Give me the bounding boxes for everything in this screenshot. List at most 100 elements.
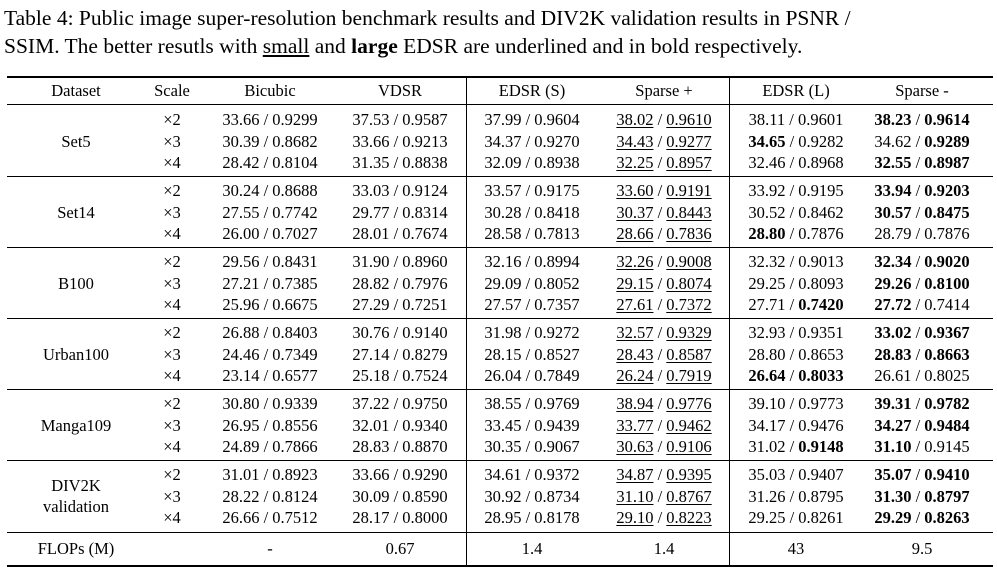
dataset-name: Urban100 xyxy=(43,344,109,364)
sparse-plus-cell-ssim: 0.7836 xyxy=(666,224,712,243)
sparse-minus-cell: 33.94 / 0.9203 xyxy=(852,180,992,202)
vdsr-cell: 28.17 / 0.8000 xyxy=(352,508,448,527)
psnr-ssim-separator: / xyxy=(653,224,667,243)
vdsr-cell: 33.03 / 0.9124 xyxy=(352,181,448,200)
psnr-ssim-separator: / xyxy=(785,181,799,200)
edsr-large-cell-ssim: 0.8795 xyxy=(798,486,844,506)
scale-cell: ×4 xyxy=(163,295,181,314)
sparse-minus-cell: 28.83 / 0.8663 xyxy=(852,344,992,366)
scale-cell: ×2 xyxy=(163,110,181,129)
sparse-minus-cell-ssim: 0.9484 xyxy=(924,415,970,435)
sparse-plus-cell-psnr: 28.43 xyxy=(616,344,654,364)
scale-cell: ×2 xyxy=(163,394,181,413)
dataset-name: Manga109 xyxy=(40,415,112,435)
edsr-large-cell-ssim: 0.8653 xyxy=(798,344,844,364)
bicubic-cell: 28.42 / 0.8104 xyxy=(222,153,318,172)
sparse-minus-cell: 38.23 / 0.9614 xyxy=(852,109,992,131)
sparse-plus-cell-ssim: 0.8223 xyxy=(666,508,712,527)
edsr-large-cell-ssim: 0.9601 xyxy=(797,110,844,129)
edsr-large-cell: 32.46 / 0.8968 xyxy=(726,152,866,174)
scale-cell: ×2 xyxy=(163,252,181,271)
column-header: Sparse + xyxy=(635,81,693,100)
edsr-large-cell-psnr: 28.80 xyxy=(748,344,786,364)
sparse-plus-cell: 33.60 / 0.9191 xyxy=(594,180,734,202)
sparse-plus-cell: 34.43 / 0.9277 xyxy=(594,131,734,153)
edsr-large-cell-psnr: 28.80 xyxy=(748,224,786,243)
sparse-plus-cell-ssim: 0.8767 xyxy=(666,486,712,506)
scale-cell: ×4 xyxy=(163,437,181,456)
vdsr-cell: 31.90 / 0.8960 xyxy=(352,252,448,271)
psnr-ssim-separator: / xyxy=(653,366,667,385)
edsr-large-cell: 32.93 / 0.9351 xyxy=(726,322,866,344)
psnr-ssim-separator: / xyxy=(785,131,799,151)
edsr-large-cell: 34.65 / 0.9282 xyxy=(726,131,866,153)
sparse-plus-cell-ssim: 0.7919 xyxy=(666,366,712,385)
edsr-large-cell-psnr: 38.11 xyxy=(748,110,786,129)
sparse-plus-cell: 33.77 / 0.9462 xyxy=(594,415,734,437)
edsr-large-cell-ssim: 0.9013 xyxy=(798,252,844,271)
edsr-small-cell: 33.45 / 0.9439 xyxy=(484,415,580,435)
scale-cell: ×3 xyxy=(163,131,181,151)
vdsr-cell: 28.83 / 0.8870 xyxy=(352,437,448,456)
sparse-plus-cell-ssim: 0.9191 xyxy=(666,181,712,200)
bicubic-cell: 26.88 / 0.8403 xyxy=(222,323,318,342)
sparse-plus-cell-psnr: 38.94 xyxy=(616,394,654,413)
sparse-minus-cell-ssim: 0.9614 xyxy=(924,110,970,129)
sparse-minus-cell-ssim: 0.9367 xyxy=(924,323,970,342)
psnr-ssim-separator: / xyxy=(911,224,925,243)
edsr-large-cell: 29.25 / 0.8093 xyxy=(726,273,866,295)
psnr-ssim-separator: / xyxy=(785,465,799,484)
bicubic-cell: 24.89 / 0.7866 xyxy=(222,437,318,456)
dataset-name-line-2: validation xyxy=(43,497,109,517)
vdsr-cell: 33.66 / 0.9213 xyxy=(352,131,448,151)
edsr-large-cell: 34.17 / 0.9476 xyxy=(726,415,866,437)
edsr-large-cell-psnr: 34.65 xyxy=(748,131,786,151)
group-rule xyxy=(7,176,993,177)
edsr-large-cell-psnr: 27.71 xyxy=(748,295,786,314)
group-rule xyxy=(7,389,993,390)
sparse-minus-cell: 32.55 / 0.8987 xyxy=(852,152,992,174)
sparse-minus-cell-ssim: 0.8100 xyxy=(924,273,970,293)
bicubic-cell: 26.95 / 0.8556 xyxy=(222,415,318,435)
edsr-small-cell: 29.09 / 0.8052 xyxy=(484,273,580,293)
edsr-large-cell-psnr: 29.25 xyxy=(748,508,786,527)
sparse-plus-cell-psnr: 32.57 xyxy=(616,323,654,342)
vdsr-cell: 25.18 / 0.7524 xyxy=(352,366,448,385)
sparse-plus-cell-ssim: 0.8074 xyxy=(666,273,712,293)
vdsr-cell: 30.76 / 0.9140 xyxy=(352,323,448,342)
sparse-minus-cell-ssim: 0.9020 xyxy=(924,252,970,271)
edsr-large-cell-psnr: 31.02 xyxy=(748,437,786,456)
edsr-small-cell: 33.57 / 0.9175 xyxy=(484,181,580,200)
column-header: EDSR (S) xyxy=(498,81,566,100)
sparse-minus-cell-psnr: 31.10 xyxy=(874,437,912,456)
vdsr-cell: 30.09 / 0.8590 xyxy=(352,486,448,506)
edsr-large-cell-ssim: 0.8968 xyxy=(798,153,844,172)
psnr-ssim-separator: / xyxy=(653,437,667,456)
flops-bicubic: - xyxy=(267,539,273,558)
scale-cell: ×2 xyxy=(163,465,181,484)
edsr-large-cell-ssim: 0.9407 xyxy=(798,465,844,484)
flops-sparse-plus: 1.4 xyxy=(653,539,675,558)
flops-edsr-small: 1.4 xyxy=(521,539,543,558)
bicubic-cell: 23.14 / 0.6577 xyxy=(222,366,318,385)
sparse-plus-cell-psnr: 29.15 xyxy=(616,273,654,293)
edsr-large-cell: 30.52 / 0.8462 xyxy=(726,202,866,224)
sparse-plus-cell: 38.02 / 0.9610 xyxy=(594,109,734,131)
edsr-large-cell-psnr: 31.26 xyxy=(748,486,786,506)
psnr-ssim-separator: / xyxy=(911,153,925,172)
sparse-minus-cell: 29.26 / 0.8100 xyxy=(852,273,992,295)
sparse-minus-cell-ssim: 0.8025 xyxy=(924,366,970,385)
sparse-plus-cell-ssim: 0.9462 xyxy=(666,415,712,435)
sparse-minus-cell-psnr: 28.83 xyxy=(874,344,912,364)
vdsr-cell: 27.29 / 0.7251 xyxy=(352,295,448,314)
sparse-minus-cell-psnr: 34.62 xyxy=(874,131,912,151)
edsr-large-cell-ssim: 0.8033 xyxy=(798,366,844,385)
psnr-ssim-separator: / xyxy=(911,437,925,456)
sparse-plus-cell-psnr: 29.10 xyxy=(616,508,654,527)
sparse-plus-cell: 26.24 / 0.7919 xyxy=(594,365,734,387)
edsr-large-cell: 38.11 / 0.9601 xyxy=(726,109,866,131)
psnr-ssim-separator: / xyxy=(911,415,925,435)
sparse-plus-cell-ssim: 0.9329 xyxy=(666,323,712,342)
sparse-minus-cell-psnr: 35.07 xyxy=(874,465,912,484)
dataset-name: B100 xyxy=(58,273,94,293)
